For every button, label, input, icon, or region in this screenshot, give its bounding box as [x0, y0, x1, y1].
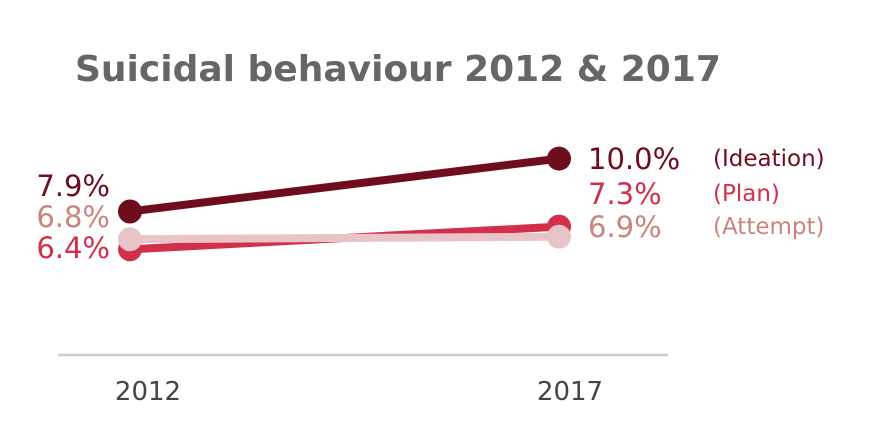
data-label-plan-2012: 6.4%: [36, 231, 110, 265]
series-line-ideation: [126, 154, 563, 216]
x-tick-2017: 2017: [537, 377, 603, 407]
series-name-plan: (Plan): [713, 181, 780, 207]
x-tick-2012: 2012: [115, 377, 181, 407]
series-name-ideation: (Ideation): [713, 146, 825, 172]
data-label-ideation-2017: 10.0%: [588, 142, 680, 176]
data-label-plan-2017: 7.3%: [588, 177, 662, 211]
series-layer: [118, 146, 571, 262]
data-label-attempt-2017: 6.9%: [588, 210, 662, 244]
series-name-attempt: (Attempt): [713, 214, 825, 240]
point-ideation-2017: [547, 146, 571, 171]
data-label-attempt-2012: 6.8%: [36, 200, 110, 234]
series-line-attempt: [126, 232, 563, 244]
data-label-ideation-2012: 7.9%: [36, 169, 110, 203]
point-ideation-2012: [118, 199, 142, 224]
chart-title: Suicidal behaviour 2012 & 2017: [75, 49, 721, 90]
point-attempt-2012: [118, 227, 142, 252]
point-attempt-2017: [547, 224, 571, 249]
